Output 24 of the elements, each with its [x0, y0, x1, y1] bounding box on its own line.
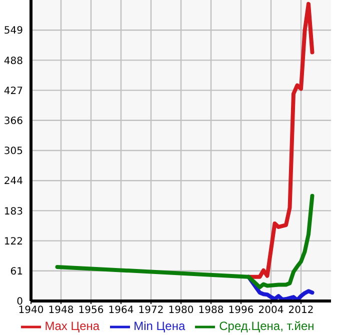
- y-tick-label: 488: [4, 56, 23, 67]
- x-tick-label: 1964: [108, 305, 134, 316]
- y-tick-label: 427: [4, 86, 23, 97]
- x-tick-label: 1996: [228, 305, 254, 316]
- line-series: [55, 194, 314, 290]
- x-tick-label: 1940: [18, 305, 44, 316]
- y-tick-label: 61: [10, 266, 23, 278]
- y-tick-label: 366: [4, 116, 23, 127]
- x-tick-label: 1948: [48, 305, 74, 316]
- x-tick-label: 1956: [78, 305, 104, 316]
- y-tick-label: 549: [4, 26, 23, 37]
- legend-label: Max Цена: [44, 319, 100, 334]
- x-tick-label: 1980: [168, 305, 194, 316]
- line-series: [246, 2, 314, 279]
- x-tick-label: 1988: [198, 305, 224, 316]
- y-tick-label: 305: [4, 146, 23, 158]
- y-tick-label: 244: [4, 176, 23, 188]
- y-tick-label: 122: [4, 236, 23, 248]
- x-tick-label: 2004: [258, 305, 284, 316]
- legend-label: Сред.Цена, т.йен: [219, 319, 314, 334]
- x-tick-label: 2012: [288, 305, 314, 316]
- y-tick-label: 183: [4, 206, 23, 218]
- x-tick-label: 1972: [138, 305, 164, 316]
- legend-label: Min Цена: [134, 319, 186, 334]
